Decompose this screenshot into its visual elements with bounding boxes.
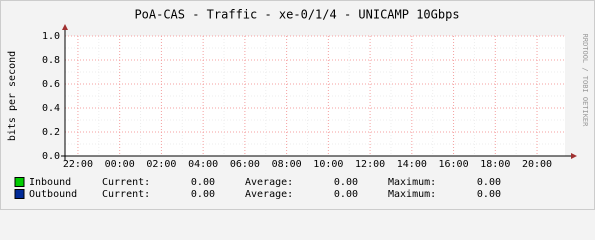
x-tick-label: 18:00 (480, 159, 510, 170)
x-tick-label: 20:00 (522, 159, 552, 170)
stat-name: Maximum: (388, 189, 436, 200)
chart: PoA-CAS - Traffic - xe-0/1/4 - UNICAMP 1… (0, 0, 595, 210)
x-tick-label: 12:00 (355, 159, 385, 170)
stat-name: Average: (245, 189, 293, 200)
x-tick-label: 14:00 (397, 159, 427, 170)
x-tick-label: 02:00 (146, 159, 176, 170)
y-axis-arrow (62, 24, 68, 30)
stat-value: 0.00 (477, 177, 501, 188)
legend-label: Inbound (29, 177, 71, 188)
stat-name: Maximum: (388, 177, 436, 188)
y-tick-label: 0.4 (42, 103, 60, 114)
stat-value: 0.00 (191, 177, 215, 188)
legend-swatch (14, 189, 25, 199)
stat-name: Current: (102, 177, 150, 188)
x-tick-label: 04:00 (188, 159, 218, 170)
stat-value: 0.00 (191, 189, 215, 200)
x-tick-label: 16:00 (439, 159, 469, 170)
y-tick-label: 0.0 (42, 151, 60, 162)
x-tick-label: 00:00 (105, 159, 135, 170)
stat-name: Current: (102, 189, 150, 200)
stat-name: Average: (245, 177, 293, 188)
stat-value: 0.00 (334, 189, 358, 200)
y-tick-label: 0.2 (42, 127, 60, 138)
watermark: RRDTOOL / TOBI OETIKER (581, 34, 589, 128)
legend-label: Outbound (29, 189, 77, 200)
y-tick-label: 0.8 (42, 55, 60, 66)
x-tick-label: 22:00 (63, 159, 93, 170)
x-tick-label: 06:00 (230, 159, 260, 170)
stat-value: 0.00 (334, 177, 358, 188)
x-tick-label: 10:00 (313, 159, 343, 170)
stat-value: 0.00 (477, 189, 501, 200)
y-tick-label: 0.6 (42, 79, 60, 90)
y-axis-label: bits per second (7, 51, 18, 141)
chart-title: PoA-CAS - Traffic - xe-0/1/4 - UNICAMP 1… (134, 8, 459, 22)
y-tick-label: 1.0 (42, 31, 60, 42)
x-axis-arrow (571, 153, 577, 159)
legend-swatch (14, 177, 25, 187)
x-tick-label: 08:00 (272, 159, 302, 170)
